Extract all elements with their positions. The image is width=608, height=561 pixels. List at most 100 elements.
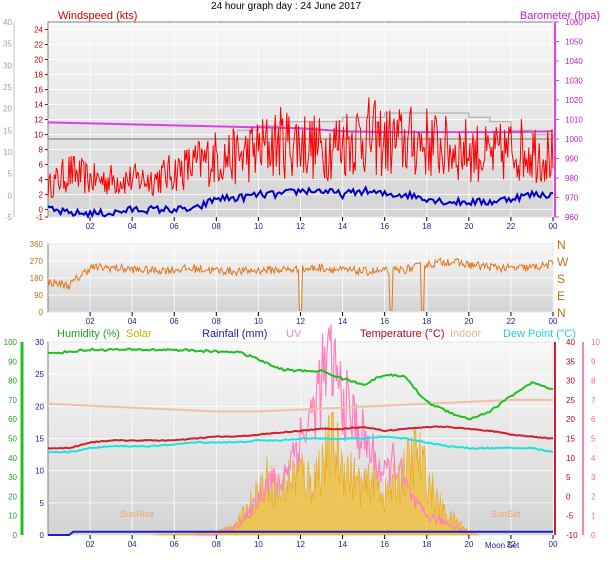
series-uv	[195, 324, 470, 536]
y-temp-tick-label: -10	[566, 531, 578, 540]
series-wind-average	[47, 185, 554, 220]
x-tick-label: 08	[212, 317, 221, 326]
y-right-tick-label: 1020	[565, 96, 583, 105]
y-left-tick-label: 4	[39, 176, 44, 185]
y-right-tick-label: 1000	[565, 135, 583, 144]
y-left-tick-label: 22	[34, 41, 43, 50]
legend-rainfall: Rainfall (mm)	[202, 328, 267, 340]
y-humidity-tick-label: 40	[8, 454, 17, 463]
y-left-tick-label: 10	[34, 131, 43, 140]
y-temp-tick-label: 5	[566, 473, 571, 482]
y-right-tick-label: 970	[565, 194, 579, 203]
x-tick-label: 18	[422, 317, 431, 326]
y-uv-tick-label: 10	[591, 338, 600, 347]
y-left-tick-label: -1	[36, 213, 44, 222]
x-tick-label: 08	[212, 540, 221, 549]
compass-s: S	[557, 272, 565, 286]
compass-n-bottom: N	[557, 306, 566, 320]
y-humidity-tick-label: 60	[8, 415, 17, 424]
y-outer-tick-label: 0	[8, 191, 13, 200]
y-outer-tick-label: -5	[5, 213, 13, 222]
x-tick-label: 12	[296, 317, 305, 326]
y-temp-tick-label: 35	[566, 357, 575, 366]
y-left-tick-label: 0	[39, 206, 44, 215]
x-tick-label: 06	[170, 222, 179, 231]
moonset-label: Moon Set	[485, 541, 520, 550]
y-temp-tick-label: -5	[566, 512, 574, 521]
series-humidity	[47, 347, 554, 421]
y-rain-tick-label: 30	[35, 338, 44, 347]
compass-labels: N W S E N	[557, 238, 569, 320]
series-rainfall	[48, 530, 553, 536]
x-tick-label: 06	[170, 540, 179, 549]
y-humidity-tick-label: 50	[8, 435, 17, 444]
x-tick-label: 10	[254, 540, 263, 549]
y-left-tick-label: 12	[34, 116, 43, 125]
x-tick-label: 12	[296, 540, 305, 549]
x-tick-label: 20	[464, 222, 473, 231]
y-right-tick-label: 1010	[565, 116, 583, 125]
x-tick-label: 04	[128, 317, 137, 326]
y-right-tick-label: 1030	[565, 77, 583, 86]
wind-panel-series	[47, 97, 554, 220]
x-tick-label: 06	[170, 317, 179, 326]
y-uv-tick-label: 6	[591, 415, 596, 424]
y-uv-tick-label: 5	[591, 435, 596, 444]
y-humidity-tick-label: 100	[4, 338, 18, 347]
y-direction-tick-label: 270	[30, 257, 44, 266]
x-tick-label: 10	[254, 222, 263, 231]
x-tick-label: 04	[128, 222, 137, 231]
x-tick-label: 14	[338, 317, 347, 326]
x-tick-label: 16	[380, 222, 389, 231]
series-barometer	[47, 121, 554, 134]
x-tick-label: 10	[254, 317, 263, 326]
x-tick-label: 14	[338, 222, 347, 231]
y-outer-tick-label: 5	[8, 170, 13, 179]
y-humidity-tick-label: 90	[8, 357, 17, 366]
y-right-tick-label: 1060	[565, 18, 583, 27]
y-uv-tick-label: 9	[591, 357, 596, 366]
y-rain-tick-label: 20	[35, 402, 44, 411]
y-uv-tick-label: 8	[591, 377, 596, 386]
y-outer-tick-label: 15	[3, 126, 12, 135]
y-humidity-tick-label: 10	[8, 512, 17, 521]
y-right-tick-label: 1040	[565, 57, 583, 66]
y-left-tick-label: 24	[34, 26, 43, 35]
direction-panel-series	[47, 256, 554, 311]
x-tick-label: 18	[422, 540, 431, 549]
y-right-tick-label: 960	[565, 213, 579, 222]
y-uv-tick-label: 3	[591, 473, 596, 482]
series-wind-direction	[47, 256, 554, 311]
x-tick-label: 02	[86, 222, 95, 231]
y-uv-tick-label: 2	[591, 492, 596, 501]
y-temp-tick-label: 30	[566, 377, 575, 386]
x-tick-label: 00	[549, 317, 558, 326]
y-outer-tick-label: 30	[3, 61, 12, 70]
x-tick-label: 16	[380, 317, 389, 326]
x-tick-label: 04	[128, 540, 137, 549]
y-left-tick-label: 6	[39, 161, 44, 170]
sunset-label: SunSet	[491, 509, 521, 519]
y-rain-tick-label: 0	[40, 531, 45, 540]
y-direction-tick-label: 360	[30, 240, 44, 249]
y-humidity-tick-label: 80	[8, 377, 17, 386]
y-left-tick-label: 16	[34, 86, 43, 95]
y-humidity-tick-label: 20	[8, 492, 17, 501]
y-right-tick-label: 1050	[565, 38, 583, 47]
y-rain-tick-label: 25	[35, 370, 44, 379]
y-rain-tick-label: 10	[35, 467, 44, 476]
y-uv-tick-label: 4	[591, 454, 596, 463]
y-outer-tick-label: 20	[3, 105, 12, 114]
y-left-tick-label: 14	[34, 101, 43, 110]
legend-humidity: Humidity (%)	[57, 328, 120, 340]
x-tick-label: 00	[549, 540, 558, 549]
x-tick-label: 20	[464, 540, 473, 549]
direction-panel-ticks: 0 90 180 270 360 02 04 06 08 10 12 14 16 18 20 22 00	[30, 240, 558, 326]
temp-panel-ticks: 0510152025300102030405060708090100-10-50…	[4, 338, 601, 549]
y-left-tick-label: 2	[39, 191, 44, 200]
legend-temperature: Temperature (°C)	[360, 328, 444, 340]
y-rain-tick-label: 5	[40, 499, 45, 508]
y-direction-tick-label: 180	[30, 274, 44, 283]
